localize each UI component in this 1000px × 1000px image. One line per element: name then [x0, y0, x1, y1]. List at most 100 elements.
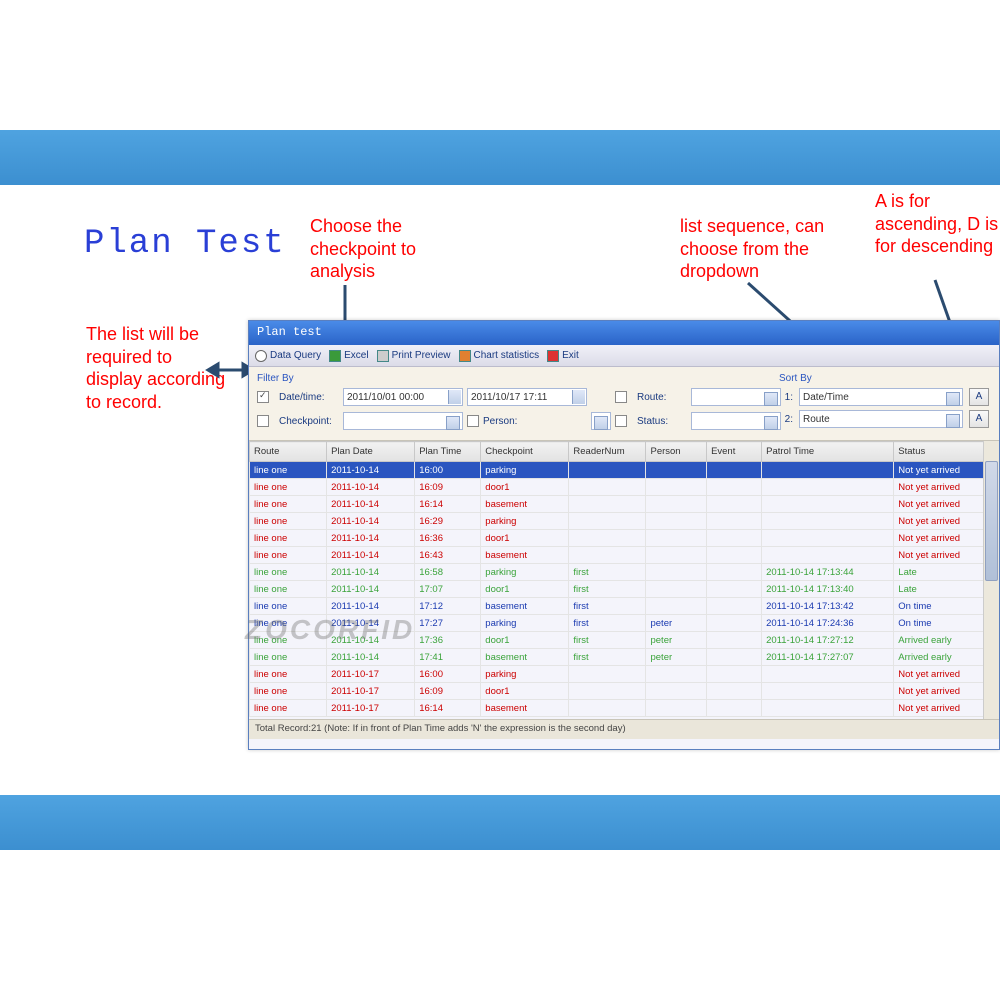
cell-value: door1	[485, 635, 509, 646]
cell-value: 2011-10-14 17:13:42	[766, 601, 854, 612]
cell-value: 16:09	[419, 686, 443, 697]
cell-value: parking	[485, 465, 516, 476]
column-header[interactable]: Route	[250, 442, 327, 462]
vertical-scrollbar[interactable]	[983, 441, 999, 719]
column-header[interactable]: Patrol Time	[762, 442, 894, 462]
cell-value: 17:07	[419, 584, 443, 595]
cell-value: 16:36	[419, 533, 443, 544]
slide-bottom-bar	[0, 795, 1000, 850]
sort-title: Sort By	[779, 373, 989, 384]
table-row[interactable]: line one2011-10-1416:36door1Not yet arri…	[250, 530, 999, 547]
chart-statistics-button[interactable]: Chart statistics	[459, 350, 540, 362]
person-label: Person:	[483, 416, 517, 427]
cell-value: first	[573, 567, 588, 578]
column-header[interactable]: Plan Date	[327, 442, 415, 462]
toolbar-label: Exit	[562, 350, 579, 361]
table-row[interactable]: line one2011-10-1716:00parkingNot yet ar…	[250, 666, 999, 683]
data-query-button[interactable]: Data Query	[255, 350, 321, 362]
route-select[interactable]	[691, 388, 781, 406]
records-table: RoutePlan DatePlan TimeCheckpointReaderN…	[249, 441, 999, 717]
column-header[interactable]: Plan Time	[415, 442, 481, 462]
cell-value: 2011-10-14 17:13:44	[766, 567, 854, 578]
date-to-input[interactable]: 2011/10/17 17:11	[467, 388, 587, 406]
excel-button[interactable]: Excel	[329, 350, 368, 362]
cell-value: 2011-10-17	[331, 703, 379, 714]
cell-value: line one	[254, 465, 287, 476]
cell-value: first	[573, 635, 588, 646]
cell-value: 2011-10-14	[331, 482, 379, 493]
cell-value: 2011-10-14	[331, 516, 379, 527]
cell-value: Not yet arrived	[898, 686, 960, 697]
exit-button[interactable]: Exit	[547, 350, 579, 362]
cell-value: 16:58	[419, 567, 443, 578]
slide-top-bar	[0, 130, 1000, 185]
table-row[interactable]: line one2011-10-1416:09door1Not yet arri…	[250, 479, 999, 496]
cell-value: 2011-10-14	[331, 652, 379, 663]
sort-1-select[interactable]: Date/Time	[799, 388, 963, 406]
table-row[interactable]: line one2011-10-1417:41basementfirstpete…	[250, 649, 999, 666]
datetime-checkbox[interactable]	[257, 391, 269, 403]
cell-value: Late	[898, 584, 917, 595]
table-row[interactable]: line one2011-10-1417:27parkingfirstpeter…	[250, 615, 999, 632]
status-checkbox[interactable]	[615, 415, 627, 427]
slide-title: Plan Test	[84, 225, 286, 263]
cell-value: line one	[254, 601, 287, 612]
cell-value: 17:36	[419, 635, 443, 646]
table-row[interactable]: line one2011-10-1417:36door1firstpeter20…	[250, 632, 999, 649]
cell-value: parking	[485, 516, 516, 527]
cell-value: 2011-10-14 17:27:07	[766, 652, 854, 663]
table-row[interactable]: line one2011-10-1416:58parkingfirst2011-…	[250, 564, 999, 581]
table-row[interactable]: line one2011-10-1716:14basementNot yet a…	[250, 700, 999, 717]
mag-icon	[255, 350, 267, 362]
annotation-ascending: A is for ascending, D is for descending	[875, 190, 1000, 258]
window-title: Plan test	[249, 321, 999, 345]
table-row[interactable]: line one2011-10-1417:07door1first2011-10…	[250, 581, 999, 598]
checkpoint-select[interactable]	[343, 412, 463, 430]
column-header[interactable]: ReaderNum	[569, 442, 646, 462]
cell-value: basement	[485, 703, 527, 714]
toolbar-label: Data Query	[270, 350, 321, 361]
column-header[interactable]: Checkpoint	[481, 442, 569, 462]
status-select[interactable]	[691, 412, 781, 430]
table-row[interactable]: line one2011-10-1416:43basementNot yet a…	[250, 547, 999, 564]
cell-value: basement	[485, 601, 527, 612]
table-row[interactable]: line one2011-10-1416:29parkingNot yet ar…	[250, 513, 999, 530]
table-row[interactable]: line one2011-10-1416:14basementNot yet a…	[250, 496, 999, 513]
status-label: Status:	[637, 416, 687, 427]
cell-value: 17:41	[419, 652, 443, 663]
sort-2-order-button[interactable]: A	[969, 410, 989, 428]
table-row[interactable]: line one2011-10-1416:00parkingNot yet ar…	[250, 462, 999, 479]
cell-value: Not yet arrived	[898, 703, 960, 714]
cell-value: line one	[254, 516, 287, 527]
filter-panel: Filter By Date/time: 2011/10/01 00:00 20…	[249, 367, 999, 441]
cell-value: 2011-10-14	[331, 499, 379, 510]
column-header[interactable]: Event	[707, 442, 762, 462]
checkpoint-checkbox[interactable]	[257, 415, 269, 427]
cell-value: line one	[254, 703, 287, 714]
table-row[interactable]: line one2011-10-1417:12basementfirst2011…	[250, 598, 999, 615]
route-checkbox[interactable]	[615, 391, 627, 403]
window-toolbar: Data Query Excel Print Preview Chart statis…	[249, 345, 999, 367]
person-select[interactable]	[591, 412, 611, 430]
cell-value: line one	[254, 652, 287, 663]
cell-value: 16:09	[419, 482, 443, 493]
cell-value: 2011-10-14 17:13:40	[766, 584, 854, 595]
table-row[interactable]: line one2011-10-1716:09door1Not yet arri…	[250, 683, 999, 700]
chart-icon	[459, 350, 471, 362]
print-preview-button[interactable]: Print Preview	[377, 350, 451, 362]
cell-value: 2011-10-17	[331, 686, 379, 697]
cell-value: Arrived early	[898, 635, 951, 646]
cell-value: line one	[254, 533, 287, 544]
cell-value: On time	[898, 618, 931, 629]
cell-value: 2011-10-14	[331, 618, 379, 629]
xls-icon	[329, 350, 341, 362]
sort-1-order-button[interactable]: A	[969, 388, 989, 406]
sort-2-select[interactable]: Route	[799, 410, 963, 428]
column-header[interactable]: Person	[646, 442, 707, 462]
status-bar: Total Record:21 (Note: If in front of Pl…	[249, 719, 999, 739]
toolbar-label: Chart statistics	[474, 350, 540, 361]
person-checkbox[interactable]	[467, 415, 479, 427]
cell-value: Not yet arrived	[898, 499, 960, 510]
date-from-input[interactable]: 2011/10/01 00:00	[343, 388, 463, 406]
scrollbar-thumb[interactable]	[985, 461, 998, 581]
